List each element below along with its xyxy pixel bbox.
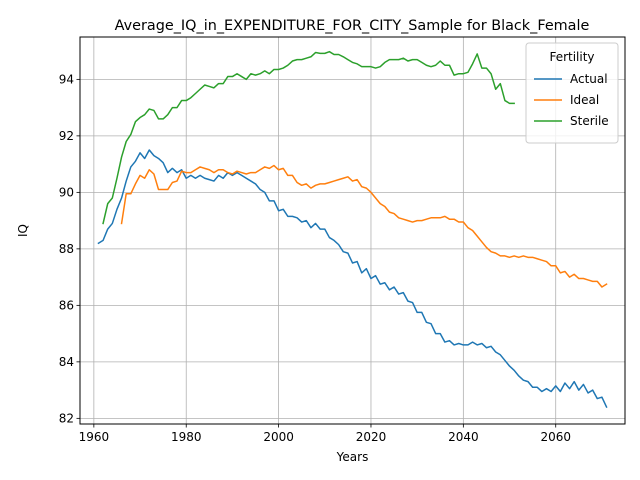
- y-tick-label: 88: [59, 242, 74, 256]
- x-tick-label: 2060: [540, 430, 571, 444]
- legend-title: Fertility: [549, 50, 594, 64]
- y-tick-label: 82: [59, 412, 74, 426]
- x-tick-label: 1980: [171, 430, 202, 444]
- series-lines: [97, 50, 608, 409]
- legend-label-sterile: Sterile: [570, 114, 609, 128]
- x-axis-title: Years: [336, 450, 369, 464]
- legend-box: [525, 42, 619, 144]
- y-tick-label: 94: [59, 73, 74, 87]
- y-tick-label: 92: [59, 129, 74, 143]
- y-tick-label: 90: [59, 186, 74, 200]
- series-line-ideal: [120, 164, 608, 288]
- y-axis-title: IQ: [16, 224, 30, 237]
- legend-label-actual: Actual: [570, 72, 608, 86]
- x-tick-label: 2020: [356, 430, 387, 444]
- y-tick-label: 84: [59, 355, 74, 369]
- series-line-actual: [97, 149, 608, 409]
- y-tick-label: 86: [59, 299, 74, 313]
- legend-items: Actual Ideal Sterile: [534, 72, 609, 128]
- legend: Fertility Actual Ideal Sterile: [525, 42, 619, 144]
- plot-frame: [79, 36, 626, 425]
- chart-title: Average_IQ_in_EXPENDITURE_FOR_CITY_Sampl…: [115, 18, 590, 34]
- x-tick-label: 2000: [263, 430, 294, 444]
- x-tick-label: 2040: [448, 430, 479, 444]
- x-tick-label: 1960: [79, 430, 110, 444]
- legend-label-ideal: Ideal: [570, 93, 599, 107]
- series-line-sterile: [102, 50, 515, 225]
- axis-ticks: 1960 1980 2000 2020 2040 2060 82 84 86 88 90 92 94: [59, 73, 571, 444]
